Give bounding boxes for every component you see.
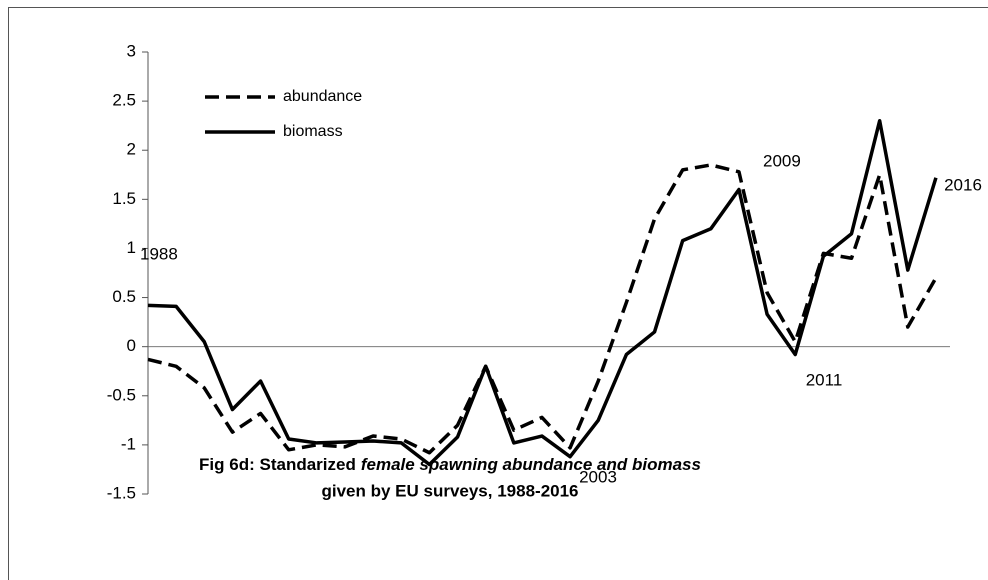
title-emphasis: female spawning abundance and biomass: [361, 455, 701, 474]
series-line: [147, 119, 938, 467]
annotation: 2003: [579, 467, 617, 486]
chart-title-line2: given by EU surveys, 1988-2016: [321, 481, 578, 500]
annotation: 1988: [140, 244, 178, 263]
y-tick-label: 0.5: [112, 287, 136, 306]
y-tick-label: 3: [127, 41, 136, 60]
y-tick-label: -1: [121, 434, 136, 453]
y-tick-label: 2: [127, 140, 136, 159]
chart-title: Fig 6d: Standarized female spawning abund…: [199, 455, 701, 474]
title-prefix: Fig 6d: Standarized: [199, 455, 356, 474]
y-tick-label: -1.5: [107, 483, 136, 502]
y-tick-label: 1.5: [112, 189, 136, 208]
annotation: 2009: [763, 151, 801, 170]
annotation: 2016: [944, 175, 982, 194]
legend-label: biomass: [283, 123, 343, 140]
y-tick-label: -0.5: [107, 385, 136, 404]
y-tick-label: 2.5: [112, 91, 136, 110]
y-tick-label: 0: [127, 336, 136, 355]
frame: [8, 7, 988, 580]
annotation: 2011: [806, 370, 843, 389]
series-line: [147, 163, 938, 455]
legend-label: abundance: [283, 88, 362, 105]
y-tick-label: 1: [127, 238, 136, 257]
